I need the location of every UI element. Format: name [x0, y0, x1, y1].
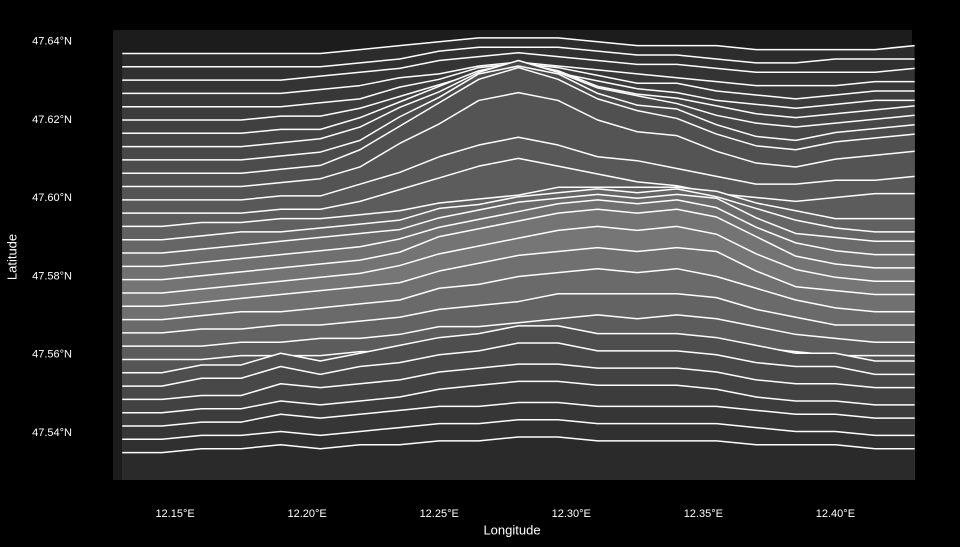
x-axis-title: Longitude — [483, 522, 540, 537]
y-tick-label: 47.62°N — [32, 114, 72, 126]
ridge-line — [122, 225, 915, 294]
ridge-line — [122, 342, 915, 387]
x-tick-label: 12.35°E — [684, 508, 723, 520]
y-tick-label: 47.64°N — [32, 36, 72, 48]
ridge-line — [122, 314, 915, 347]
ridge-line — [122, 91, 915, 188]
ridge-line — [122, 418, 915, 441]
ridge-line — [122, 136, 915, 201]
y-tick-label: 47.54°N — [32, 427, 72, 439]
ridge-line — [122, 59, 915, 148]
ridge-line — [122, 246, 915, 308]
x-tick-label: 12.15°E — [155, 508, 194, 520]
x-tick-label: 12.40°E — [816, 508, 855, 520]
ridge-line — [122, 186, 915, 228]
ridge-line — [122, 66, 915, 174]
ridge-line — [122, 325, 915, 374]
ridge-line — [122, 51, 915, 81]
ridge-line — [122, 199, 915, 268]
y-tick-label: 47.60°N — [32, 192, 72, 204]
ridge-line — [122, 363, 915, 401]
y-axis-title: Latitude — [4, 234, 19, 280]
ridge-line — [122, 193, 915, 254]
ridge-line — [122, 65, 915, 161]
ridge-fill — [122, 436, 915, 480]
x-tick-label: 12.25°E — [420, 508, 459, 520]
ridge-line — [122, 267, 915, 321]
ridges — [122, 37, 915, 481]
ridge-line — [122, 46, 915, 68]
ridge-line — [122, 188, 915, 241]
ridge-line — [122, 292, 915, 334]
ridge-line — [122, 380, 915, 414]
ridge-line — [122, 208, 915, 281]
y-tick-label: 47.58°N — [32, 270, 72, 282]
ridge-line — [122, 37, 915, 55]
ridge-line — [122, 436, 915, 454]
x-tick-label: 12.20°E — [288, 508, 327, 520]
ridge-line — [122, 157, 915, 214]
ridge-line — [122, 401, 915, 427]
y-tick-label: 47.56°N — [32, 349, 72, 361]
x-tick-label: 12.30°E — [552, 508, 591, 520]
